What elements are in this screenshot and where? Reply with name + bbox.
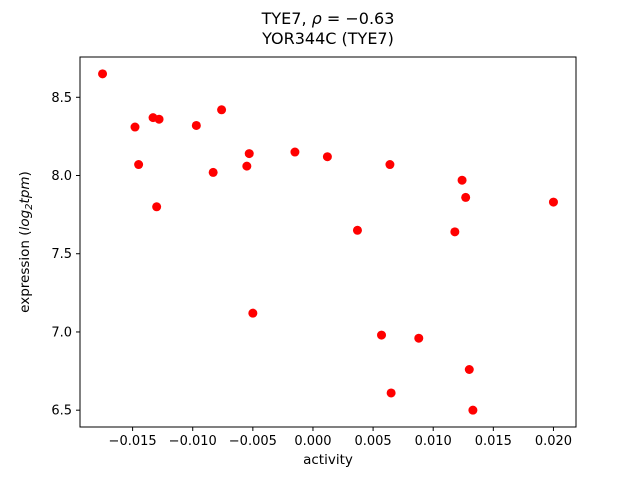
scatter-point — [414, 333, 424, 343]
y-tick-label: 8.5 — [51, 91, 72, 106]
scatter-point — [217, 105, 227, 115]
y-axis-label: expression (log2tpm) — [17, 57, 35, 427]
scatter-point — [386, 388, 396, 398]
scatter-point — [154, 114, 164, 124]
scatter-point — [244, 149, 254, 159]
scatter-point — [548, 197, 558, 207]
title-correlation-value: = −0.63 — [321, 9, 395, 28]
scatter-point — [461, 192, 471, 202]
scatter-point — [352, 225, 362, 235]
y-tick-label: 8.0 — [51, 169, 72, 184]
scatter-point — [242, 161, 252, 171]
y-label-tpm: tpm — [17, 176, 33, 204]
x-tick-label: −0.015 — [109, 434, 157, 449]
scatter-point — [450, 227, 460, 237]
y-tick-label: 7.0 — [51, 325, 72, 340]
title-rho-symbol: ρ — [311, 9, 322, 28]
scatter-point — [152, 202, 162, 212]
plot-frame — [79, 56, 577, 428]
y-tick-label: 6.5 — [51, 404, 72, 419]
scatter-point — [468, 405, 478, 415]
y-tick-label: 7.5 — [51, 247, 72, 262]
scatter-point — [457, 175, 467, 185]
y-label-prefix: expression ( — [17, 230, 33, 313]
x-tick-label: −0.010 — [169, 434, 217, 449]
y-label-log: log — [17, 209, 33, 231]
x-tick-label: 0.005 — [354, 434, 391, 449]
x-axis-label: activity — [303, 452, 353, 468]
y-label-suffix: ) — [17, 171, 33, 177]
scatter-point — [130, 122, 140, 132]
x-tick-label: −0.005 — [229, 434, 277, 449]
x-tick-label: 0.020 — [535, 434, 572, 449]
plot-title: TYE7, ρ = −0.63 YOR344C (TYE7) — [80, 9, 576, 50]
plot-title-line1: TYE7, ρ = −0.63 — [80, 9, 576, 29]
y-label-subscript: 2 — [24, 203, 35, 210]
scatter-point — [464, 365, 474, 375]
x-tick-label: 0.015 — [475, 434, 512, 449]
plot-title-line2: YOR344C (TYE7) — [262, 29, 394, 49]
scatter-point — [385, 160, 395, 170]
x-tick-label: 0.010 — [415, 434, 452, 449]
scatter-point — [191, 120, 201, 130]
scatter-point — [377, 330, 387, 340]
scatter-point — [98, 69, 108, 79]
scatter-point — [290, 147, 300, 157]
scatter-point — [208, 167, 218, 177]
x-tick-label: 0.000 — [294, 434, 331, 449]
scatter-point — [248, 308, 258, 318]
scatter-point — [134, 160, 144, 170]
title-gene: TYE7, — [261, 9, 312, 28]
scatter-point — [322, 152, 332, 162]
